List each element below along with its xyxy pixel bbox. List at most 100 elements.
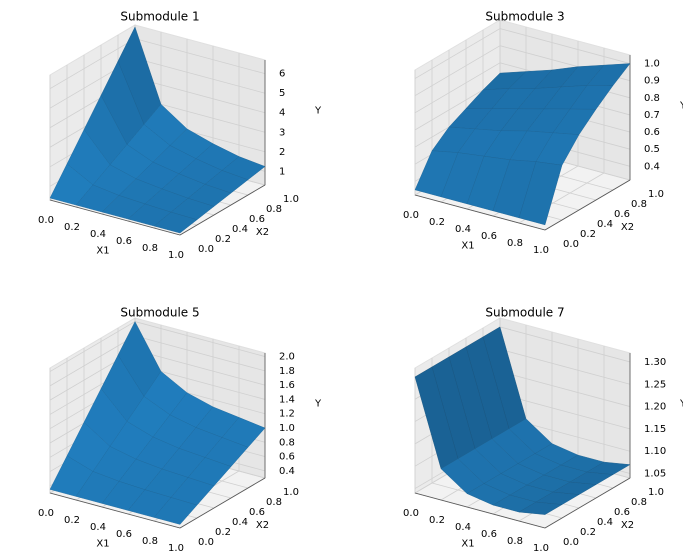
- z-tick-label: 1.20: [644, 402, 666, 413]
- axis-line: [49, 199, 181, 236]
- grid-line: [134, 38, 266, 75]
- surface-patch: [518, 501, 563, 515]
- z-tick-label: 0.6: [644, 127, 660, 138]
- z-tick-label: 1: [279, 166, 285, 177]
- subplot-title: Submodule 5: [120, 306, 199, 320]
- x-axis-label: X1: [461, 539, 474, 550]
- grid-line: [49, 38, 136, 90]
- y-tick-label: 0.2: [215, 527, 231, 538]
- axis-line: [49, 492, 181, 529]
- y-tick-label: 0.6: [614, 507, 630, 518]
- x-tick-label: 0.2: [429, 217, 445, 228]
- x-tick-label: 1.0: [533, 245, 549, 256]
- z-tick-label: 1.4: [279, 394, 295, 405]
- y-tick-label: 0.0: [563, 239, 579, 250]
- z-tick-label: 1.10: [644, 446, 666, 457]
- grid-line: [134, 77, 266, 114]
- y-tick-label: 1.0: [283, 487, 299, 498]
- x-tick-label: 0.6: [481, 529, 497, 540]
- x-tick-label: 0.0: [403, 508, 419, 519]
- grid-line: [134, 349, 266, 386]
- subplot-title: Submodule 1: [120, 10, 199, 24]
- subplot: 0.00.20.40.60.81.00.00.20.40.60.81.01.05…: [403, 306, 683, 555]
- y-tick-label: 0.8: [631, 497, 647, 508]
- y-tick-label: 1.0: [283, 194, 299, 205]
- x-tick-label: 0.0: [403, 210, 419, 221]
- grid-line: [499, 28, 631, 64]
- x-tick-label: 0.2: [429, 515, 445, 526]
- z-axis-label: Y: [314, 106, 322, 117]
- axis-line: [414, 492, 546, 529]
- grid-line: [499, 348, 631, 385]
- grid-line: [414, 45, 501, 97]
- z-tick-label: 0.8: [279, 437, 295, 448]
- x-tick-label: 0.2: [64, 515, 80, 526]
- y-tick-label: 0.4: [597, 219, 613, 230]
- y-tick-label: 0.6: [614, 209, 630, 220]
- z-tick-label: 0.7: [644, 110, 660, 121]
- axis-line: [179, 477, 266, 529]
- axis-line: [179, 184, 266, 236]
- x-tick-label: 1.0: [168, 250, 184, 261]
- subplot-title: Submodule 3: [485, 10, 564, 24]
- y-axis-label: X2: [621, 520, 634, 531]
- subplot: 0.00.20.40.60.81.00.00.20.40.60.81.00.40…: [38, 306, 322, 555]
- grid-line: [49, 321, 136, 372]
- y-tick-label: 1.0: [648, 189, 664, 200]
- z-tick-label: 3: [279, 127, 285, 138]
- subplot: 0.00.20.40.60.81.00.00.20.40.60.81.01234…: [38, 10, 322, 262]
- z-tick-label: 5: [279, 88, 285, 99]
- x-axis-label: X1: [96, 246, 109, 257]
- z-tick-label: 4: [279, 108, 285, 119]
- x-tick-label: 0.0: [38, 215, 54, 226]
- z-axis-label: Y: [679, 101, 683, 112]
- z-tick-label: 2.0: [279, 352, 295, 363]
- y-axis-label: X2: [256, 227, 269, 238]
- x-tick-label: 0.8: [507, 238, 523, 249]
- x-tick-label: 0.6: [116, 529, 132, 540]
- y-tick-label: 0.0: [563, 537, 579, 548]
- z-tick-label: 1.8: [279, 366, 295, 377]
- x-tick-label: 1.0: [168, 543, 184, 554]
- z-tick-label: 6: [279, 69, 285, 80]
- y-tick-label: 0.2: [580, 527, 596, 538]
- y-tick-label: 0.8: [631, 199, 647, 210]
- x-axis-label: X1: [96, 539, 109, 550]
- z-tick-label: 1.30: [644, 357, 666, 368]
- y-axis-label: X2: [256, 520, 269, 531]
- z-tick-label: 0.6: [279, 452, 295, 463]
- y-tick-label: 0.6: [249, 507, 265, 518]
- z-tick-label: 1.05: [644, 469, 666, 480]
- x-tick-label: 0.8: [507, 536, 523, 547]
- x-tick-label: 0.4: [90, 522, 106, 533]
- z-tick-label: 1.25: [644, 379, 666, 390]
- y-tick-label: 0.8: [266, 204, 282, 215]
- axis-line: [544, 477, 631, 529]
- surface-patch: [153, 497, 198, 525]
- subplot: 0.00.20.40.60.81.00.00.20.40.60.81.00.40…: [403, 10, 683, 257]
- x-tick-label: 0.4: [90, 229, 106, 240]
- z-tick-label: 2: [279, 147, 285, 158]
- y-tick-label: 0.0: [198, 244, 214, 255]
- subplot-title: Submodule 7: [485, 306, 564, 320]
- y-tick-label: 0.6: [249, 214, 265, 225]
- x-tick-label: 0.8: [142, 536, 158, 547]
- y-tick-label: 0.4: [232, 224, 248, 235]
- y-tick-label: 1.0: [648, 487, 664, 498]
- z-tick-label: 1.0: [644, 59, 660, 70]
- grid-line: [134, 321, 266, 357]
- x-tick-label: 0.2: [64, 222, 80, 233]
- axis-line: [414, 194, 546, 231]
- z-tick-label: 0.8: [644, 93, 660, 104]
- z-tick-label: 1.15: [644, 424, 666, 435]
- y-tick-label: 0.2: [215, 234, 231, 245]
- x-tick-label: 0.6: [116, 236, 132, 247]
- y-axis-label: X2: [621, 222, 634, 233]
- y-tick-label: 0.4: [597, 517, 613, 528]
- x-axis-label: X1: [461, 241, 474, 252]
- x-tick-label: 0.8: [142, 243, 158, 254]
- z-axis-label: Y: [314, 399, 322, 410]
- z-tick-label: 0.4: [279, 466, 295, 477]
- grid-line: [414, 62, 501, 114]
